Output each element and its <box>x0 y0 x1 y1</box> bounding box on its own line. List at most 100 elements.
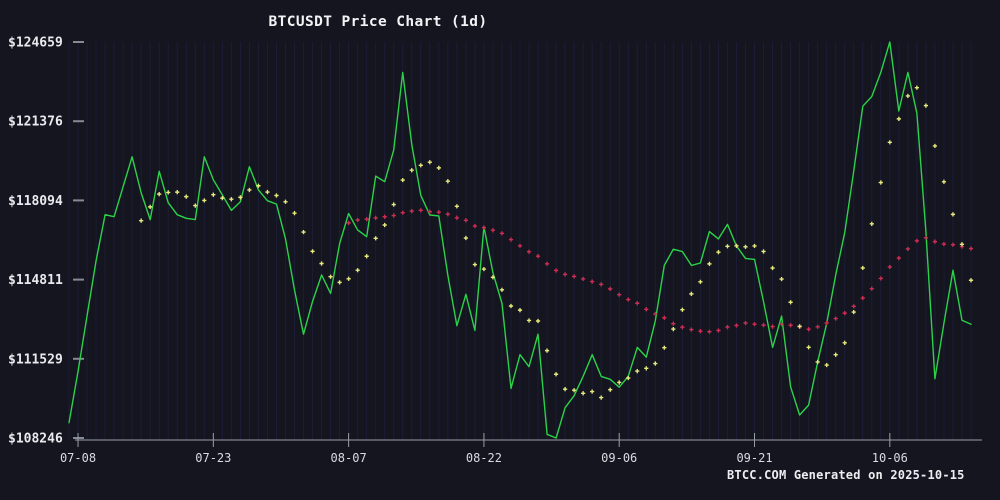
ma7-dot <box>220 196 225 201</box>
ma7-dot <box>265 189 270 195</box>
ma7-dot <box>346 276 351 281</box>
ma7-dot <box>761 249 766 254</box>
ma30-dot <box>454 215 459 220</box>
ma7-dot <box>499 287 505 292</box>
ma7-dot <box>256 183 261 188</box>
ma7-dot <box>247 187 252 193</box>
ma7-dot <box>716 250 721 255</box>
ma30-dot <box>382 214 387 219</box>
ma7-dot <box>950 212 956 217</box>
ma7-dot <box>779 276 784 282</box>
ma7-dot <box>319 261 324 266</box>
ma30-dot <box>409 209 414 214</box>
ma30-dot <box>761 323 766 328</box>
ma7-dot <box>157 192 162 197</box>
ma30-dot <box>689 327 694 332</box>
ma7-dot <box>707 261 712 266</box>
ma30-dot <box>824 320 829 326</box>
ma7-dot <box>472 262 477 267</box>
ma7-dot <box>364 254 369 259</box>
ma30-dot <box>481 225 487 230</box>
ma7-dot <box>328 274 333 279</box>
ma30-dot <box>517 243 523 248</box>
ma7-dot <box>824 362 829 368</box>
ma30-dot <box>599 282 604 287</box>
ma30-dot <box>373 215 378 221</box>
ma7-dot <box>175 190 180 195</box>
ma7-dot <box>572 388 577 393</box>
ma7-dot <box>373 236 378 241</box>
ma30-dot <box>608 286 613 291</box>
ma7-dot <box>617 380 622 385</box>
ma7-dot <box>599 395 604 400</box>
ma30-dot <box>355 217 360 223</box>
ma7-dot <box>644 366 649 371</box>
ma30-dot <box>788 323 793 328</box>
ma7-dot <box>526 318 532 323</box>
x-tick-label: 09-06 <box>601 451 637 465</box>
ma7-dot <box>806 345 811 350</box>
ma30-dot <box>463 218 468 223</box>
ma30-dot <box>626 297 631 302</box>
ma7-dot <box>590 389 595 394</box>
ma7-dot <box>409 168 414 173</box>
ma7-dot <box>896 116 901 121</box>
ma7-dot <box>238 195 243 200</box>
y-tick-label: $121376 <box>8 115 63 130</box>
ma7-dot <box>139 218 144 223</box>
x-tick-label: 07-08 <box>60 451 96 465</box>
ma7-dot <box>481 266 487 272</box>
x-tick-label: 07-23 <box>195 451 231 465</box>
ma30-dot <box>743 320 748 326</box>
ma30-dot <box>472 223 477 229</box>
ma7-dot <box>905 93 910 99</box>
ma7-dot <box>698 279 703 284</box>
ma30-dot <box>490 228 496 233</box>
ma7-dot <box>166 190 171 195</box>
ma7-dot <box>292 211 297 216</box>
ma30-dot <box>707 329 712 334</box>
ma7-dot <box>382 222 387 228</box>
ma30-dot <box>878 276 883 281</box>
ma30-dot <box>851 304 856 309</box>
ma7-dot <box>445 179 450 184</box>
ma30-dot <box>427 209 432 214</box>
ma30-dot <box>644 307 649 312</box>
ma7-dot <box>887 140 892 145</box>
ma30-dot <box>698 329 703 334</box>
ma7-dot <box>454 204 459 209</box>
ma30-dot <box>914 238 919 243</box>
ma7-dot <box>770 265 775 271</box>
ma7-dot <box>680 307 685 312</box>
ma30-dot <box>869 286 874 291</box>
ma30-dot <box>553 268 559 273</box>
ma7-dot <box>508 303 514 309</box>
ma7-dot <box>391 202 396 207</box>
ma30-dot <box>815 324 820 329</box>
ma30-dot <box>662 315 667 320</box>
ma7-dot <box>148 204 153 209</box>
ma7-dot <box>725 244 730 249</box>
ma7-dot <box>671 326 676 332</box>
ma7-dot <box>274 193 279 198</box>
ma7-dot <box>581 391 586 396</box>
ma7-dot <box>752 243 757 249</box>
ma30-dot <box>526 249 532 254</box>
ma30-dot <box>391 213 396 218</box>
ma7-dot <box>797 324 802 329</box>
ma30-dot <box>842 311 847 316</box>
ma7-dot <box>653 361 658 366</box>
ma30-dot <box>725 324 730 330</box>
x-tick-label: 10-06 <box>872 451 908 465</box>
ma7-dot <box>517 308 523 313</box>
ma7-dot <box>626 375 631 381</box>
chart-title: BTCUSDT Price Chart (1d) <box>268 14 488 30</box>
ma7-dot <box>229 197 234 202</box>
ma30-dot <box>364 217 369 222</box>
ma7-dot <box>662 345 667 350</box>
ma30-dot <box>806 327 811 332</box>
ma30-dot <box>445 212 450 217</box>
ma7-dot <box>914 85 919 90</box>
